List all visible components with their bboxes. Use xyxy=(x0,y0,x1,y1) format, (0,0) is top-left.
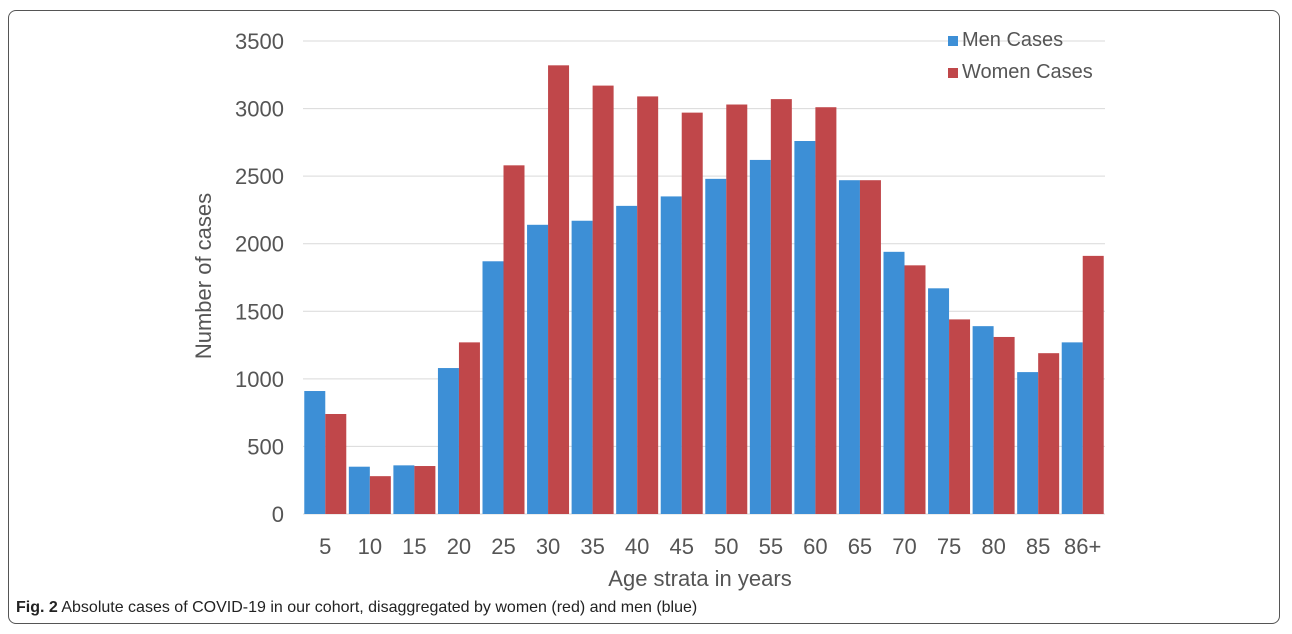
bar-men xyxy=(972,326,994,514)
bar-men xyxy=(883,251,905,514)
bar-women xyxy=(1082,255,1104,514)
y-tick-label: 1500 xyxy=(235,299,284,324)
y-tick-label: 3000 xyxy=(235,97,284,122)
legend-label: Women Cases xyxy=(962,61,1093,83)
bar-women xyxy=(458,342,480,514)
x-axis-ticks: 5 10 15 20 25 30 35 40 45 50 55 60 65 70 75 80 85 86+ xyxy=(319,534,1101,559)
legend-swatch xyxy=(948,68,958,78)
y-tick-label: 0 xyxy=(272,502,284,527)
bars xyxy=(304,65,1104,515)
x-tick-label: 35 xyxy=(580,534,604,559)
bar-women xyxy=(1038,353,1060,514)
bar-men xyxy=(705,178,727,515)
x-tick-label: 85 xyxy=(1026,534,1050,559)
bar-men xyxy=(794,141,816,514)
legend: Men Cases Women Cases xyxy=(948,29,1093,83)
bar-men xyxy=(348,466,370,514)
caption-text: Absolute cases of COVID-19 in our cohort… xyxy=(57,599,698,616)
y-axis-ticks: 0 500 1000 1500 2000 2500 3000 3500 xyxy=(235,29,284,527)
bar-men xyxy=(928,288,950,514)
y-tick-label: 1000 xyxy=(235,367,284,392)
bar-women xyxy=(726,104,748,514)
bar-men xyxy=(393,465,415,514)
x-tick-label: 60 xyxy=(803,534,827,559)
bar-women xyxy=(414,466,436,514)
y-tick-label: 500 xyxy=(247,434,284,459)
y-tick-label: 3500 xyxy=(235,29,284,54)
bar-men xyxy=(1017,372,1039,514)
bar-men xyxy=(749,159,771,514)
y-tick-label: 2500 xyxy=(235,164,284,189)
bar-women xyxy=(369,476,391,514)
bar-women xyxy=(503,165,525,514)
bar-men xyxy=(571,220,593,515)
bar-women xyxy=(949,319,971,514)
bar-women xyxy=(592,85,614,515)
y-tick-label: 2000 xyxy=(235,232,284,257)
bar-men xyxy=(660,196,682,514)
x-tick-label: 50 xyxy=(714,534,738,559)
x-tick-label: 65 xyxy=(848,534,872,559)
x-tick-label: 30 xyxy=(536,534,560,559)
caption-label: Fig. 2 xyxy=(16,599,58,616)
bar-women xyxy=(770,99,792,515)
x-tick-label: 40 xyxy=(625,534,649,559)
bar-men xyxy=(482,261,504,514)
bar-women xyxy=(993,336,1015,514)
bar-men xyxy=(838,180,860,514)
x-tick-label: 10 xyxy=(358,534,382,559)
bar-women xyxy=(637,96,659,514)
bar-women xyxy=(681,112,703,514)
x-tick-label: 5 xyxy=(319,534,331,559)
bar-women xyxy=(815,107,837,514)
figure-caption: Fig. 2 Absolute cases of COVID-19 in our… xyxy=(16,599,697,617)
bar-women xyxy=(325,413,347,514)
gridlines xyxy=(303,40,1105,515)
x-tick-label: 80 xyxy=(981,534,1005,559)
bar-men xyxy=(304,391,326,514)
x-tick-label: 25 xyxy=(491,534,515,559)
x-tick-label: 45 xyxy=(669,534,693,559)
bar-women xyxy=(904,265,926,514)
bar-men xyxy=(527,224,549,514)
bar-women xyxy=(548,65,570,514)
bar-women xyxy=(859,180,881,514)
y-axis-label: Number of cases xyxy=(191,193,216,359)
x-tick-label: 86+ xyxy=(1064,534,1101,559)
bar-men xyxy=(1061,342,1083,514)
bar-men xyxy=(616,205,638,515)
x-tick-label: 55 xyxy=(759,534,783,559)
legend-label: Men Cases xyxy=(962,29,1063,51)
x-tick-label: 70 xyxy=(892,534,916,559)
legend-swatch xyxy=(948,36,958,46)
x-axis-label: Age strata in years xyxy=(608,566,791,591)
x-tick-label: 75 xyxy=(937,534,961,559)
x-tick-label: 15 xyxy=(402,534,426,559)
x-tick-label: 20 xyxy=(447,534,471,559)
bar-men xyxy=(437,368,459,514)
bar-chart: 0 500 1000 1500 2000 2500 3000 3500 5 10 15 20 25 30… xyxy=(191,29,1105,591)
